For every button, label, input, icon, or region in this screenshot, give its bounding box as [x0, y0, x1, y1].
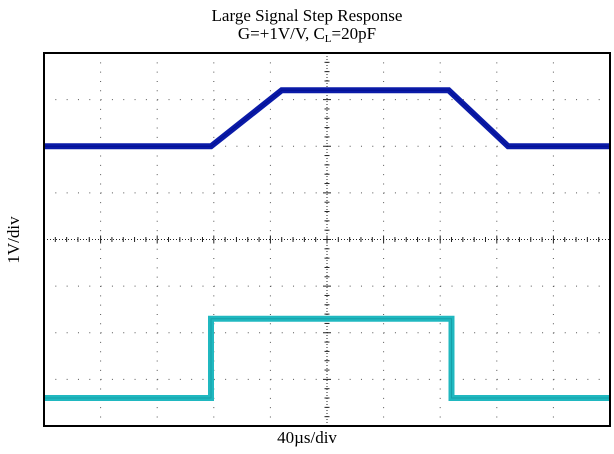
series-trace-core-2	[44, 318, 610, 399]
subtitle-suffix: =20pF	[331, 24, 377, 43]
subtitle-subscript: L	[324, 33, 332, 45]
x-axis-label: 40µs/div	[277, 428, 337, 447]
plot-frame	[43, 52, 611, 427]
chart-title: Large Signal Step Response	[211, 6, 403, 25]
series-trace-core-1	[44, 89, 610, 147]
subtitle-prefix: G=+1V/V, C	[237, 24, 325, 43]
y-axis-label: 1V/div	[4, 216, 23, 264]
scope-traces	[44, 87, 610, 401]
scope-grid	[44, 53, 610, 426]
chart-subtitle: G=+1V/V, CL=20pF	[0, 24, 614, 45]
